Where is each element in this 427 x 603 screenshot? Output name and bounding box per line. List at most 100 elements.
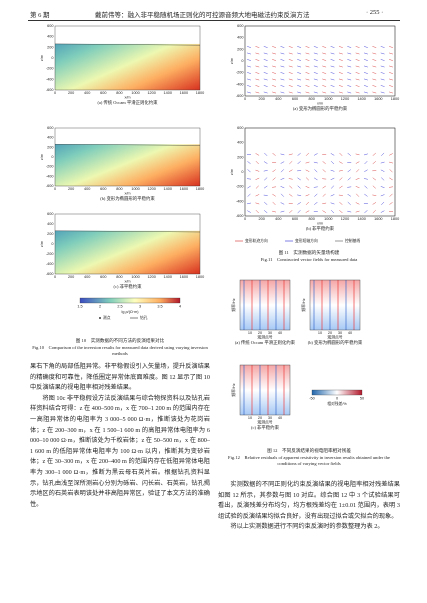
colorbar-tick-label: 4 — [179, 305, 181, 309]
vector-arrow — [363, 52, 368, 55]
vector-arrow — [305, 201, 309, 205]
vector-arrow — [288, 59, 293, 61]
vector-arrow — [372, 185, 376, 189]
vector-arrow — [288, 65, 293, 68]
vector-arrow — [247, 193, 251, 197]
y-tick-label: 600 — [237, 126, 243, 130]
panel-caption: (b) 非平稳约束 — [306, 225, 335, 232]
vector-arrow — [380, 78, 385, 81]
vector-arrow — [314, 202, 318, 205]
vector-arrow — [305, 72, 310, 74]
vector-arrow — [280, 153, 285, 156]
colorbar-tick-label: -50 — [309, 397, 315, 401]
x-tick-label: 1000 — [324, 217, 332, 221]
vector-arrow — [380, 194, 385, 197]
vector-arrow — [247, 161, 251, 164]
y-tick-label: -400 — [46, 77, 54, 81]
vector-arrow — [355, 52, 360, 55]
x-tick-label: 200 — [68, 187, 74, 191]
vector-arrow — [372, 194, 377, 196]
vector-arrow — [363, 91, 368, 94]
axes-frame — [239, 364, 291, 416]
vector-arrow — [380, 169, 385, 172]
vector-arrow — [289, 161, 293, 165]
vector-arrow — [297, 72, 302, 74]
x-tick-label: 1400 — [357, 97, 365, 101]
vector-arrow — [372, 91, 377, 94]
y-tick-label: 0 — [241, 59, 243, 63]
vector-arrow — [322, 210, 326, 213]
x-tick-label: 600 — [292, 97, 298, 101]
vector-arrow — [247, 72, 251, 74]
x-tick-label: 1400 — [164, 187, 172, 191]
vector-arrow — [288, 78, 293, 81]
vector-arrow — [288, 91, 293, 94]
vector-arrow — [322, 78, 327, 81]
vector-arrow — [297, 52, 302, 55]
vector-arrow — [389, 59, 393, 61]
vector-arrow — [255, 161, 259, 165]
x-tick-label: 400 — [275, 97, 281, 101]
vector-arrow — [380, 72, 385, 74]
x-tick-label: 800 — [308, 97, 314, 101]
vector-arrow — [347, 59, 352, 61]
x-tick-label: 1400 — [357, 217, 365, 221]
x-tick-label: 40 — [278, 331, 282, 335]
vector-arrow — [331, 185, 335, 189]
x-tick-label: 0 — [54, 187, 56, 191]
vector-arrow — [372, 78, 377, 81]
x-tick-label: 0 — [54, 275, 56, 279]
vector-arrow — [255, 153, 260, 156]
vector-arrow — [330, 52, 335, 55]
y-axis-label: z/m — [40, 55, 44, 61]
y-tick-label: 0 — [51, 155, 53, 159]
vector-arrow — [289, 185, 293, 189]
x-tick-label: 1600 — [180, 275, 188, 279]
vector-arrow — [263, 91, 268, 94]
vector-arrow — [338, 85, 343, 87]
y-tick-label: -400 — [46, 262, 54, 266]
x-tick-label: 1400 — [164, 91, 172, 95]
x-tick-label: 1800 — [196, 187, 204, 191]
vector-arrow — [347, 65, 352, 68]
x-tick-label: 0 — [244, 217, 246, 221]
fig12-caption-en: Fig.12 Relative residuals of apparent re… — [228, 455, 390, 467]
y-tick-label: 400 — [47, 136, 53, 140]
vector-arrow — [247, 169, 251, 173]
y-tick-label: -600 — [46, 184, 54, 188]
vector-arrow — [272, 201, 276, 205]
vector-arrow — [305, 59, 310, 61]
vector-arrow — [247, 85, 251, 87]
vector-arrow — [355, 210, 360, 213]
vector-arrow — [297, 59, 302, 61]
vector-arrow — [297, 210, 301, 214]
y-axis-label: z/m — [230, 58, 234, 64]
right-text: 实测数据的不同正则化约束反演结果的视电阻率相对残差结果如图 12 所示，其参数与… — [218, 480, 400, 533]
y-tick-label: 400 — [237, 36, 243, 40]
vector-arrow — [389, 52, 393, 55]
vector-arrow — [364, 185, 368, 189]
x-tick-label: 200 — [258, 217, 264, 221]
vector-arrow — [297, 177, 301, 181]
vector-arrow — [272, 78, 277, 81]
vector-arrow — [363, 85, 368, 87]
vector-arrow — [356, 193, 360, 197]
vector-arrow — [313, 91, 318, 94]
y-tick-label: -600 — [46, 272, 54, 276]
vector-arrow — [322, 72, 327, 74]
colorbar-label: 相对残差/% — [327, 401, 347, 406]
vector-arrow — [313, 153, 318, 156]
vector-arrow — [322, 65, 327, 68]
x-tick-label: 30 — [268, 416, 272, 420]
vector-arrow — [364, 210, 368, 214]
vector-arrow — [322, 52, 327, 55]
vector-frame — [244, 25, 396, 97]
vector-arrow — [380, 210, 385, 213]
vector-arrow — [372, 72, 377, 74]
y-tick-label: 400 — [237, 141, 243, 145]
x-tick-label: 20 — [258, 416, 262, 420]
vector-arrow — [280, 46, 285, 48]
vector-arrow — [347, 78, 352, 81]
vector-arrow — [338, 170, 343, 172]
vector-arrow — [380, 85, 385, 87]
